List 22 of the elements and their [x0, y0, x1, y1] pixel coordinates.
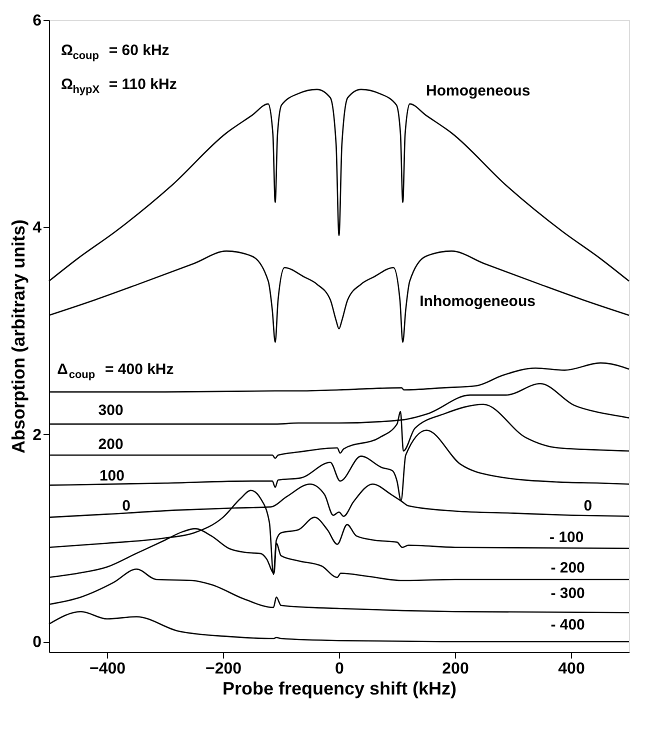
x-tick-label: 0 [335, 660, 344, 678]
series-label: 0 [122, 497, 130, 514]
y-tick-label: 4 [32, 220, 42, 237]
series-label: - 400 [550, 616, 585, 634]
x-tick-label: −200 [205, 660, 242, 678]
series-label: Homogeneous [426, 82, 530, 100]
x-tick-label: 200 [442, 660, 469, 678]
series-label: - 100 [550, 528, 584, 546]
x-tick-label: −400 [89, 660, 126, 678]
x-axis-title: Probe frequency shift (kHz) [222, 678, 457, 698]
text: 0 [584, 497, 592, 514]
y-tick-label: 6 [32, 12, 42, 30]
series-label: - 200 [550, 559, 585, 576]
series-label: 300 [98, 402, 124, 420]
series-label: Inhomogeneous [420, 292, 536, 310]
y-tick-label: 2 [32, 426, 42, 444]
series-label: - 300 [550, 585, 585, 602]
y-tick-label: 0 [32, 634, 42, 652]
series-label: 100 [99, 467, 124, 484]
y-axis-title: Absorption (arbitrary units) [8, 219, 29, 454]
x-tick-label: 400 [558, 660, 585, 678]
series-label: 200 [98, 436, 124, 454]
